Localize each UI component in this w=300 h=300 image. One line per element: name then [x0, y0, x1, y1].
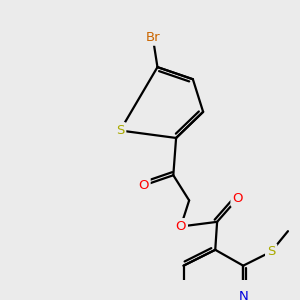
Text: S: S — [116, 124, 124, 137]
Text: O: O — [232, 192, 243, 205]
Text: S: S — [267, 245, 275, 258]
Text: O: O — [138, 179, 149, 192]
Text: N: N — [238, 290, 248, 300]
Text: Br: Br — [146, 31, 160, 44]
Text: O: O — [176, 220, 186, 233]
